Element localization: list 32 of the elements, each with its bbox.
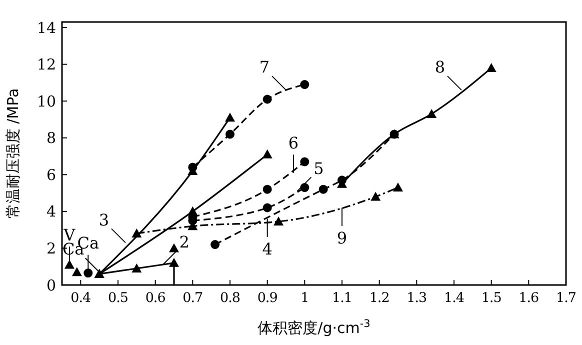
annotation: 4	[262, 239, 272, 258]
x-tick-label: 0.6	[145, 290, 166, 306]
y-tick-label: 4	[46, 202, 56, 221]
x-tick-label: 1.1	[332, 290, 352, 306]
x-tick-label: 1.2	[369, 290, 390, 306]
x-tick-label: 1.7	[556, 290, 576, 306]
y-axis-title: 常温耐压强度 /MPa	[4, 88, 22, 219]
y-tick-label: 10	[36, 92, 56, 110]
x-tick-label: 1.3	[406, 290, 427, 306]
annotation: 7	[259, 58, 270, 77]
annotation: 6	[288, 134, 299, 153]
y-tick-label: 6	[46, 166, 56, 184]
annotation: 2	[179, 232, 190, 252]
x-tick-label: 1.4	[444, 290, 464, 306]
annotation: 3	[98, 210, 110, 230]
annotation: 8	[434, 58, 446, 77]
x-axis-title: 体积密度/g·cm$^{-3}$	[258, 318, 370, 337]
x-tick-label: 0.7	[182, 290, 203, 306]
y-tick-label: 2	[46, 239, 56, 258]
x-tick-label: 0.5	[108, 290, 128, 306]
annotation: 9	[336, 228, 348, 248]
x-tick-label: 0.9	[257, 290, 278, 306]
y-tick-label: 0	[46, 276, 56, 294]
x-tick-label: 0.8	[220, 290, 240, 306]
annotation: 5	[314, 158, 324, 178]
x-tick-label: 1	[300, 290, 309, 306]
x-tick-label: 1.6	[518, 290, 539, 306]
x-tick-label: 1.5	[481, 290, 502, 306]
y-tick-label: 8	[46, 129, 56, 148]
x-tick-label: 0.4	[70, 290, 91, 306]
y-tick-label: 12	[36, 56, 56, 74]
y-tick-label: 14	[36, 18, 56, 37]
